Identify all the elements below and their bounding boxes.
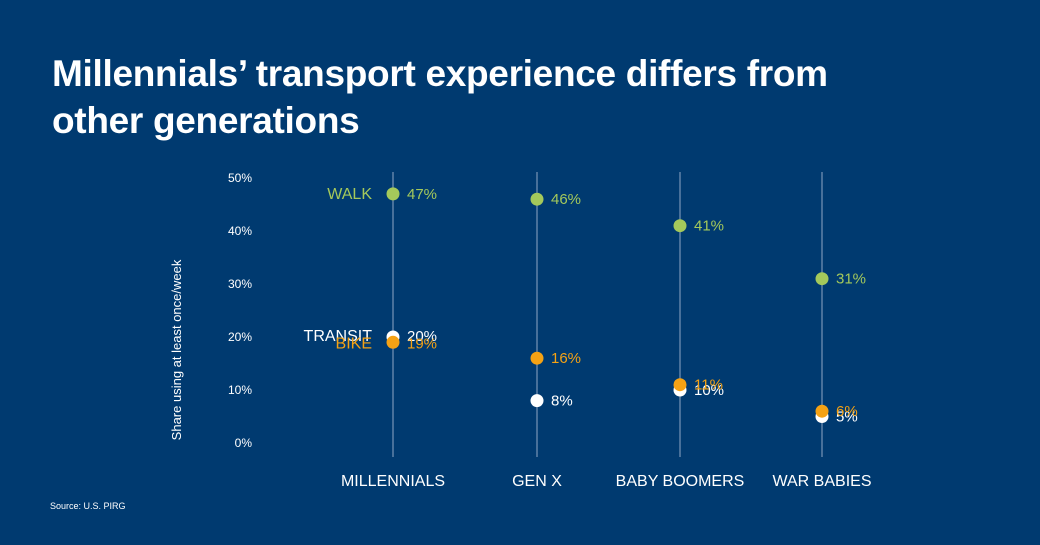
source-note: Source: U.S. PIRG (50, 501, 126, 511)
y-tick-label: 20% (228, 330, 252, 344)
walk-point (530, 192, 544, 206)
transit-value-label: 5% (836, 409, 858, 426)
walk-value-label: 47% (407, 186, 437, 203)
walk-point (815, 272, 829, 286)
transit-point (530, 394, 544, 408)
walk-value-label: 31% (836, 271, 866, 288)
bike-point (815, 404, 829, 418)
bike-value-label: 6% (836, 403, 858, 420)
transit-series-label: TRANSIT (304, 328, 373, 345)
walk-point (673, 219, 687, 233)
walk-point (386, 187, 400, 201)
y-tick-label: 40% (228, 224, 252, 238)
x-category-label: BABY BOOMERS (616, 473, 745, 490)
y-tick-label: 0% (235, 436, 253, 450)
transit-value-label: 8% (551, 393, 573, 410)
x-category-label: WAR BABIES (773, 473, 872, 490)
y-tick-label: 10% (228, 383, 252, 397)
bike-point (673, 378, 687, 392)
y-tick-label: 30% (228, 277, 252, 291)
bike-series-label: BIKE (336, 335, 372, 352)
walk-value-label: 46% (551, 191, 581, 208)
y-axis-title: Share using at least once/week (169, 259, 184, 440)
walk-series-label: WALK (327, 186, 372, 203)
x-category-label: MILLENNIALS (341, 473, 445, 490)
y-tick-label: 50% (228, 171, 252, 185)
bike-point (530, 351, 544, 365)
transit-value-label: 20% (407, 328, 437, 345)
bike-value-label: 11% (694, 377, 723, 394)
bike-value-label: 19% (407, 335, 437, 352)
bike-point (386, 335, 400, 349)
walk-value-label: 41% (694, 218, 724, 235)
transit-value-label: 10% (694, 382, 724, 399)
x-category-label: GEN X (512, 473, 562, 490)
chart-title: Millennials’ transport experience differ… (52, 53, 828, 141)
bike-value-label: 16% (551, 350, 581, 367)
